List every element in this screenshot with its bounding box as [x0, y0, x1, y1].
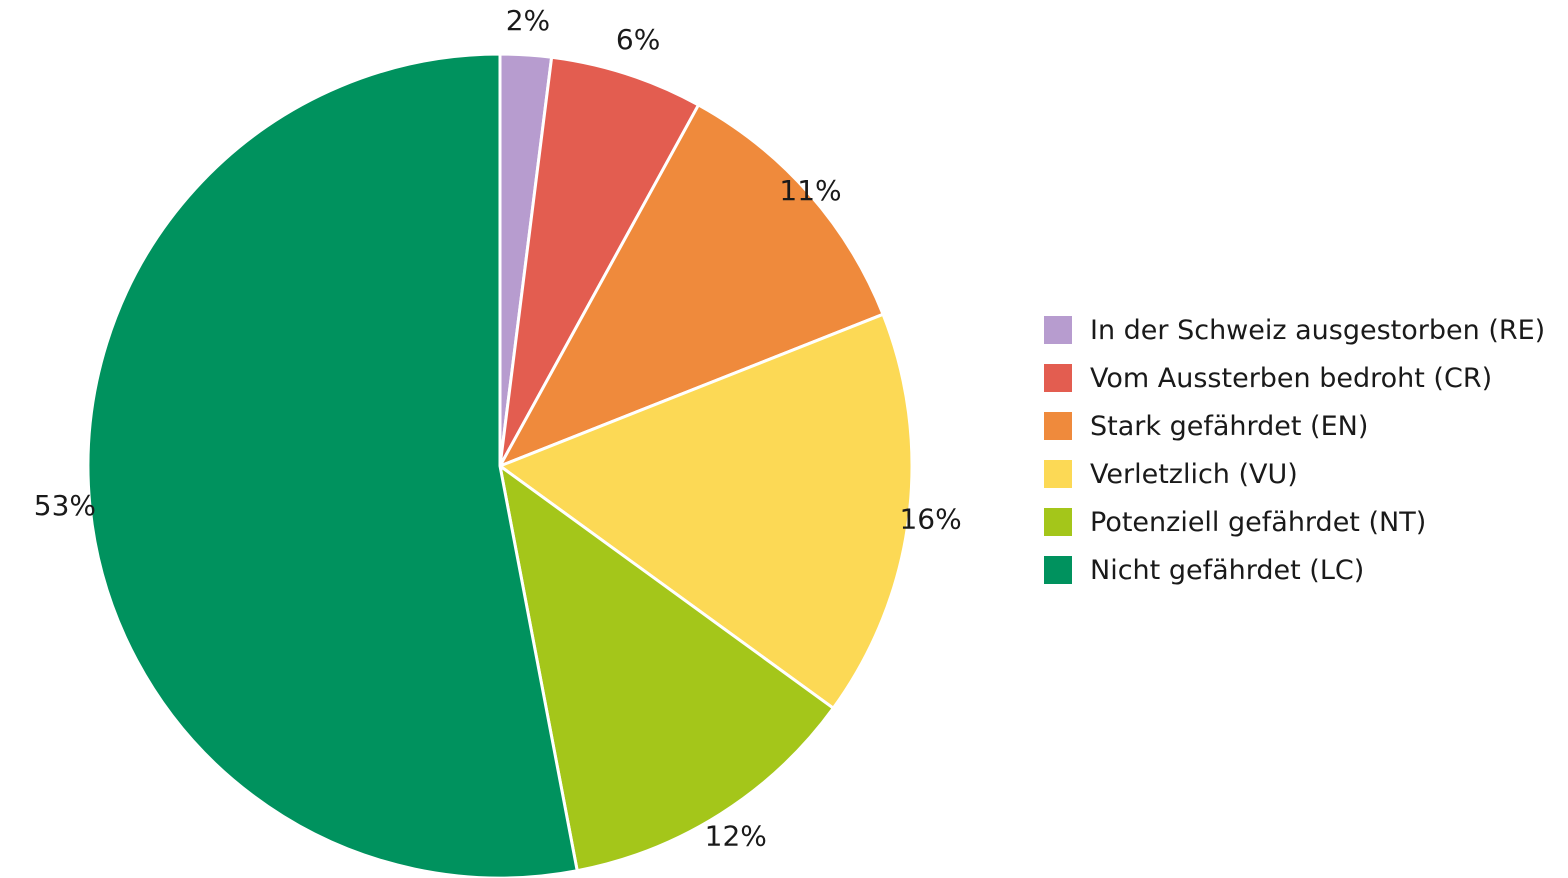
slice-label-nt: 12%	[705, 820, 767, 853]
legend-swatch-cr	[1044, 364, 1072, 392]
legend-label-vu: Verletzlich (VU)	[1090, 458, 1298, 490]
legend: In der Schweiz ausgestorben (RE) Vom Aus…	[1044, 306, 1545, 594]
slice-cr	[498, 55, 700, 468]
slice-lc	[86, 52, 579, 878]
pie-labels: 2% 6% 11% 16% 12% 53%	[34, 4, 962, 853]
legend-item-re: In der Schweiz ausgestorben (RE)	[1044, 306, 1545, 354]
legend-swatch-en	[1044, 412, 1072, 440]
slice-label-en: 11%	[779, 174, 841, 207]
slice-vu	[498, 312, 914, 710]
legend-label-nt: Potenziell gefährdet (NT)	[1090, 506, 1427, 538]
slice-en	[498, 103, 885, 468]
pie-slices	[86, 52, 914, 878]
slice-label-vu: 16%	[899, 502, 961, 535]
slice-label-cr: 6%	[616, 23, 660, 56]
legend-item-en: Stark gefährdet (EN)	[1044, 402, 1545, 450]
legend-label-cr: Vom Aussterben bedroht (CR)	[1090, 362, 1493, 394]
legend-swatch-vu	[1044, 460, 1072, 488]
slice-label-re: 2%	[506, 4, 550, 37]
legend-swatch-re	[1044, 316, 1072, 344]
legend-item-vu: Verletzlich (VU)	[1044, 450, 1545, 498]
slice-nt	[498, 464, 835, 873]
legend-item-nt: Potenziell gefährdet (NT)	[1044, 498, 1545, 546]
legend-item-cr: Vom Aussterben bedroht (CR)	[1044, 354, 1545, 402]
legend-swatch-nt	[1044, 508, 1072, 536]
legend-label-re: In der Schweiz ausgestorben (RE)	[1090, 314, 1546, 346]
slice-label-lc: 53%	[34, 489, 96, 522]
legend-swatch-lc	[1044, 556, 1072, 584]
legend-label-lc: Nicht gefährdet (LC)	[1090, 554, 1365, 586]
legend-label-en: Stark gefährdet (EN)	[1090, 410, 1369, 442]
legend-item-lc: Nicht gefährdet (LC)	[1044, 546, 1545, 594]
